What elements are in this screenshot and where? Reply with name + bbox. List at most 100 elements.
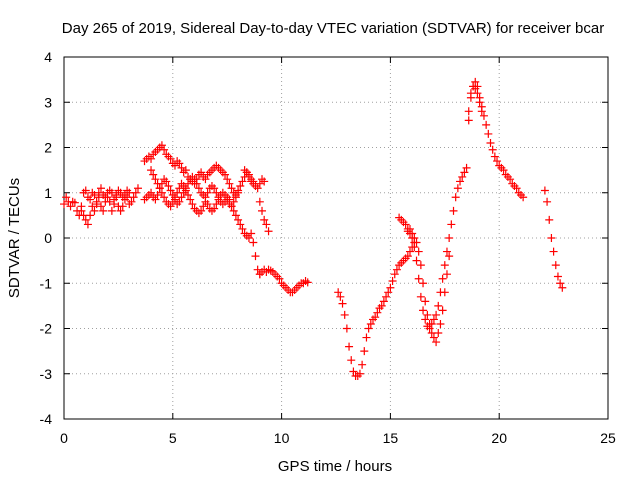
data-point: [540, 186, 549, 195]
data-point: [425, 319, 434, 328]
data-point: [364, 324, 373, 333]
data-point: [234, 215, 243, 224]
y-tick-label: 0: [44, 230, 52, 246]
data-point: [456, 177, 465, 186]
data-point: [264, 227, 273, 236]
data-point: [151, 195, 160, 204]
data-series-13: [464, 77, 528, 202]
data-point: [488, 145, 497, 154]
data-point: [107, 188, 116, 197]
axis-ticks: [63, 56, 609, 420]
data-point: [412, 256, 421, 265]
data-point: [155, 184, 164, 193]
y-tick-label: -3: [40, 366, 53, 382]
data-point: [238, 224, 247, 233]
data-point: [236, 220, 245, 229]
y-tick-labels: -4 -3 -2 -1 0 1 2 3 4: [40, 49, 53, 427]
data-series-10: [334, 238, 419, 381]
data-point: [210, 204, 219, 213]
x-tick-label: 20: [491, 430, 507, 446]
data-point: [451, 193, 460, 202]
data-point: [160, 193, 169, 202]
data-point: [99, 191, 108, 200]
y-tick-label: 3: [44, 94, 52, 110]
data-point: [373, 308, 382, 317]
data-series-8: [255, 197, 273, 236]
data-point: [419, 279, 428, 288]
data-point: [194, 184, 203, 193]
data-point: [116, 206, 125, 215]
data-point: [253, 184, 262, 193]
data-point: [342, 324, 351, 333]
data-point: [449, 206, 458, 215]
data-point: [190, 175, 199, 184]
data-point: [101, 197, 110, 206]
data-point: [416, 261, 425, 270]
data-point: [107, 206, 116, 215]
data-point: [203, 188, 212, 197]
data-point: [223, 195, 232, 204]
data-point: [338, 299, 347, 308]
data-point: [231, 193, 240, 202]
data-point: [127, 197, 136, 206]
y-tick-label: -1: [40, 275, 53, 291]
data-point: [358, 360, 367, 369]
data-point: [482, 120, 491, 129]
data-point: [366, 319, 375, 328]
data-point: [442, 247, 451, 256]
y-tick-label: 2: [44, 140, 52, 156]
data-point: [188, 200, 197, 209]
data-point: [512, 184, 521, 193]
data-point: [377, 301, 386, 310]
data-point: [334, 288, 343, 297]
data-series-7: [240, 166, 269, 193]
data-point: [168, 197, 177, 206]
data-point: [545, 215, 554, 224]
data-point: [96, 184, 105, 193]
data-point: [94, 188, 103, 197]
x-tick-label: 15: [383, 430, 399, 446]
data-point: [162, 177, 171, 186]
data-point: [447, 220, 456, 229]
data-point: [458, 172, 467, 181]
data-point: [212, 200, 221, 209]
data-series-11: [395, 163, 471, 333]
data-point: [275, 274, 284, 283]
data-point: [410, 243, 419, 252]
data-point: [238, 177, 247, 186]
data-point: [410, 234, 419, 242]
data-point: [184, 191, 193, 200]
data-point: [442, 270, 451, 279]
data-point: [112, 191, 121, 200]
data-point: [199, 202, 208, 211]
x-tick-label: 0: [60, 430, 68, 446]
data-point: [99, 206, 108, 215]
data-point: [255, 197, 264, 206]
data-point: [462, 163, 471, 172]
data-point: [405, 247, 414, 256]
data-series-9: [255, 265, 312, 297]
data-point: [86, 211, 95, 220]
data-point: [96, 202, 105, 211]
data-series-1: [60, 193, 86, 220]
data-point: [242, 168, 251, 177]
data-point: [506, 175, 515, 184]
data-point: [303, 278, 312, 287]
data-point: [147, 188, 156, 197]
data-point: [460, 168, 469, 177]
data-point: [388, 276, 397, 285]
data-point: [386, 283, 395, 292]
data-point: [558, 283, 567, 292]
data-point: [432, 310, 441, 319]
data-point: [70, 198, 79, 207]
data-point: [244, 234, 253, 242]
chart-title: Day 265 of 2019, Sidereal Day-to-day VTE…: [62, 20, 604, 37]
data-point: [414, 247, 423, 256]
data-point: [110, 195, 119, 204]
data-point: [92, 200, 101, 209]
data-point: [81, 186, 90, 195]
data-point: [432, 338, 441, 347]
data-point: [371, 313, 380, 322]
data-point: [83, 220, 92, 229]
